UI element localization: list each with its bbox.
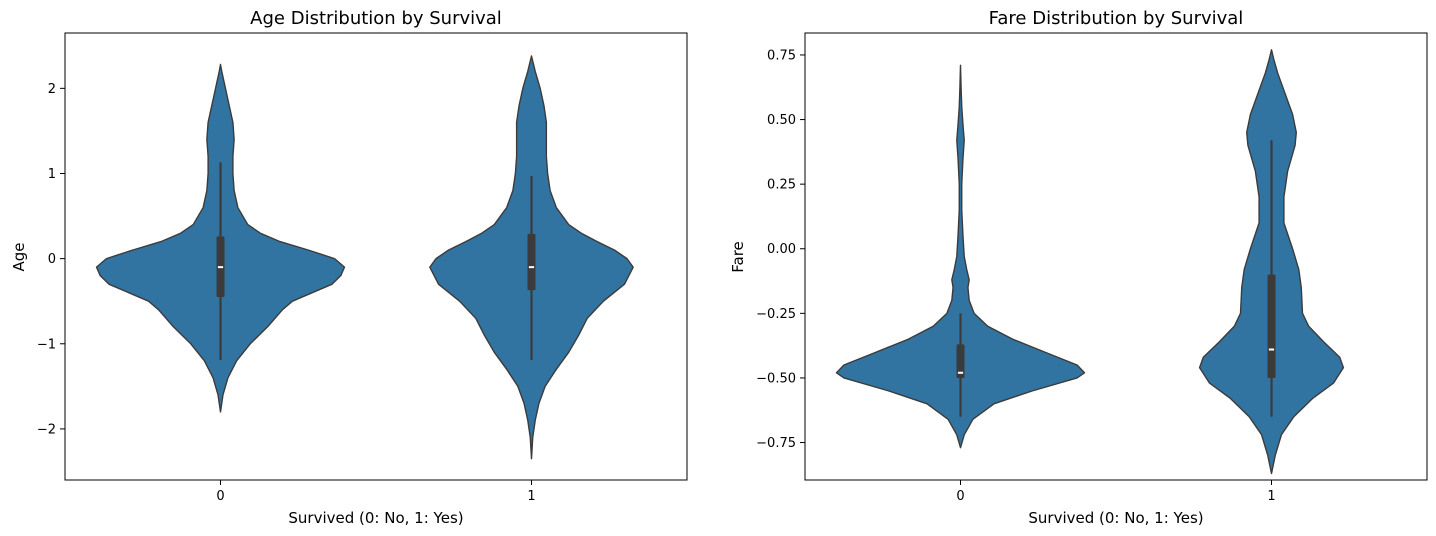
fare-x-axis-label: Survived (0: No, 1: Yes) xyxy=(1028,509,1203,527)
fare-violin-0 xyxy=(835,64,1086,449)
fare-chart-title: Fare Distribution by Survival xyxy=(989,8,1244,29)
fare-y-tick-label: −0.75 xyxy=(756,436,796,451)
fare-y-tick-label: 0.00 xyxy=(767,242,796,257)
fare-iqr-box-0 xyxy=(956,344,965,378)
fare-plot-frame xyxy=(804,32,1428,481)
age-y-tick-label: 2 xyxy=(48,82,56,97)
age-x-tick-label: 1 xyxy=(527,489,535,504)
fare-x-tick-label: 0 xyxy=(956,489,964,504)
fare-x-tick-label: 1 xyxy=(1267,489,1275,504)
age-y-axis: −2 −1 0 1 2 xyxy=(37,82,65,437)
age-iqr-box-1 xyxy=(527,233,536,291)
fare-y-tick-label: 0.25 xyxy=(767,178,796,193)
age-y-tick-label: 1 xyxy=(48,167,56,182)
fare-y-axis-label: Fare xyxy=(729,241,747,273)
age-y-tick-label: 0 xyxy=(48,252,56,267)
age-violins xyxy=(95,55,634,460)
age-y-tick-label: −2 xyxy=(37,422,56,437)
age-y-tick-label: −1 xyxy=(37,337,56,352)
fare-violins xyxy=(835,49,1345,475)
age-x-axis-label: Survived (0: No, 1: Yes) xyxy=(288,509,463,527)
fare-iqr-box-1 xyxy=(1267,274,1276,378)
fare-y-tick-label: 0.75 xyxy=(767,48,796,63)
age-x-tick-label: 0 xyxy=(216,489,224,504)
age-chart-title: Age Distribution by Survival xyxy=(250,8,502,29)
fare-y-axis: −0.75 −0.50 −0.25 0.00 0.25 0.50 0.75 xyxy=(756,48,805,451)
age-plot-frame xyxy=(64,32,688,481)
fare-y-tick-label: −0.25 xyxy=(756,307,796,322)
age-y-axis-label: Age xyxy=(10,242,28,271)
fare-y-tick-label: 0.50 xyxy=(767,113,796,128)
fare-y-tick-label: −0.50 xyxy=(756,371,796,386)
